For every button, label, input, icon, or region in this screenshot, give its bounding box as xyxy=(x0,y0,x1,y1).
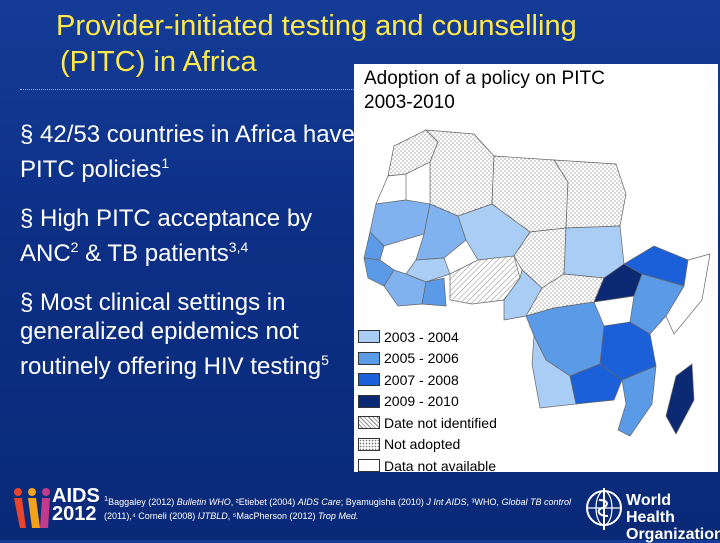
legend-item: 2007 - 2008 xyxy=(358,369,497,391)
who-wordmark: World Health Organization xyxy=(626,492,720,543)
region-ghana xyxy=(421,277,447,307)
legend-swatch xyxy=(358,351,380,365)
aids-2012-ribbon-logo xyxy=(14,488,50,528)
map-legend: 2003 - 2004 2005 - 2006 2007 - 2008 2009… xyxy=(358,326,497,477)
ref-3-journal: J Int AIDS xyxy=(426,497,467,507)
legend-label: Date not identified xyxy=(384,414,497,431)
who-emblem-icon xyxy=(586,488,622,530)
map-title-line-2: 2003-2010 xyxy=(364,92,455,113)
legend-item: Data not available xyxy=(358,455,497,477)
legend-label: 2007 - 2008 xyxy=(384,371,459,388)
who-line-1: World Health xyxy=(626,492,675,526)
legend-label: Data not available xyxy=(384,457,497,474)
bullet-sup: 5 xyxy=(321,352,329,368)
africa-map xyxy=(363,129,711,437)
slide-title: Provider-initiated testing and counselli… xyxy=(56,8,696,80)
bullet-list: § 42/53 countries in Africa have PITC po… xyxy=(20,120,360,401)
ref-2: , ²Etiebet (2004) xyxy=(230,497,298,507)
bullet-sup: 1 xyxy=(161,155,170,171)
legend-item: 2003 - 2004 xyxy=(358,326,497,348)
aids-2012-text: AIDS 2012 xyxy=(52,485,100,525)
aids-line-1: AIDS xyxy=(52,485,100,507)
title-divider xyxy=(20,89,360,90)
legend-item: 2005 - 2006 xyxy=(358,348,497,370)
bullet-item: § 42/53 countries in Africa have PITC po… xyxy=(20,120,360,184)
title-line-2: (PITC) in Africa xyxy=(60,46,257,78)
ref-1-journal: Bulletin WHO xyxy=(176,497,231,507)
ref-5-journal: IJTBLD xyxy=(197,511,228,521)
legend-label: 2005 - 2006 xyxy=(384,350,459,367)
legend-item: Date not identified xyxy=(358,412,497,434)
region-madagascar xyxy=(665,363,695,435)
legend-label: 2003 - 2004 xyxy=(384,328,459,345)
legend-item: 2009 - 2010 xyxy=(358,391,497,413)
legend-swatch xyxy=(358,437,380,451)
legend-item: Not adopted xyxy=(358,434,497,456)
title-line-1: Provider-initiated testing and counselli… xyxy=(56,10,577,42)
ref-6: , ⁵MacPherson (2012) xyxy=(227,511,319,521)
who-line-2: Organization xyxy=(626,526,720,543)
bullet-sup: 2 xyxy=(70,239,79,255)
references: 1Baggaley (2012) Bulletin WHO, ²Etiebet … xyxy=(104,494,572,521)
map-title-line-1: Adoption of a policy on PITC xyxy=(364,68,605,89)
region-mauritania xyxy=(369,199,431,247)
ref-3: ; Byamugisha (2010) xyxy=(340,497,427,507)
region-zambia xyxy=(569,363,623,405)
bullet-text: High PITC acceptance by ANC xyxy=(20,205,313,267)
bullet-text: Most clinical settings in generalized ep… xyxy=(20,289,322,380)
ref-1: Baggaley (2012) xyxy=(108,497,177,507)
ref-6-journal: Trop Med. xyxy=(318,511,359,521)
legend-label: Not adopted xyxy=(384,436,461,453)
ref-4: , ³WHO, xyxy=(466,497,502,507)
legend-swatch xyxy=(358,394,380,408)
bullet-marker: § xyxy=(20,121,34,148)
bullet-marker: § xyxy=(20,289,34,316)
legend-swatch xyxy=(358,459,380,473)
bullet-marker: § xyxy=(20,205,34,232)
africa-map-panel: Adoption of a policy on PITC 2003-2010 2… xyxy=(354,64,718,474)
legend-label: 2009 - 2010 xyxy=(384,393,459,410)
region-mozambique xyxy=(617,365,657,437)
legend-swatch xyxy=(358,373,380,387)
legend-swatch xyxy=(358,416,380,430)
legend-swatch xyxy=(358,330,380,344)
bullet-text: 42/53 countries in Africa have PITC poli… xyxy=(20,121,355,183)
bullet-item: § High PITC acceptance by ANC2 & TB pati… xyxy=(20,204,360,268)
map-title: Adoption of a policy on PITC 2003-2010 xyxy=(364,67,605,115)
aids-line-2: 2012 xyxy=(52,503,97,525)
region-burkina xyxy=(405,257,451,283)
bullet-text-2: & TB patients xyxy=(78,240,229,267)
bullet-sup-2: 3,4 xyxy=(228,239,249,255)
region-western-sahara xyxy=(375,173,407,205)
ref-5: (2011),⁴ Corneli (2008) xyxy=(104,511,198,521)
ref-4-journal: Global TB control xyxy=(501,497,572,507)
ref-2-journal: AIDS Care xyxy=(297,497,341,507)
bullet-item: § Most clinical settings in generalized … xyxy=(20,288,360,381)
